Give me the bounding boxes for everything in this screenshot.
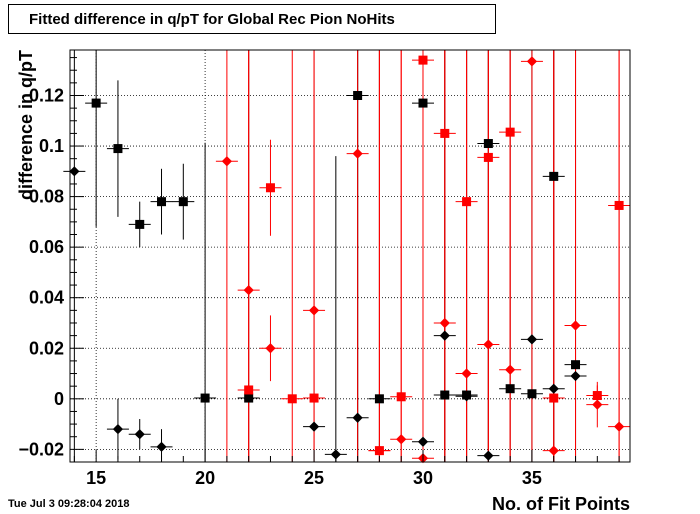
y-tick-label: 0.12	[29, 85, 64, 105]
data-point-diamond	[134, 429, 145, 440]
data-point-square	[614, 200, 624, 210]
data-point-diamond	[570, 320, 581, 331]
timestamp: Tue Jul 3 09:28:04 2018	[8, 498, 130, 510]
data-point-square	[592, 391, 602, 401]
data-point-square	[418, 98, 428, 108]
data-point-square	[244, 393, 254, 403]
data-point-diamond	[112, 424, 124, 435]
y-tick-label: −0.02	[18, 439, 64, 459]
marker-layer	[69, 55, 625, 464]
data-point-diamond	[439, 330, 450, 341]
data-point-square	[549, 393, 559, 403]
data-point-square	[309, 393, 319, 403]
data-point-diamond	[439, 317, 450, 329]
y-axis-label: difference in q/pT	[16, 50, 36, 200]
data-point-square	[157, 197, 167, 207]
data-point-square	[483, 139, 493, 149]
data-point-square	[483, 152, 493, 162]
y-tick-label: 0.08	[29, 187, 64, 207]
data-point-square	[178, 197, 188, 207]
data-point-diamond	[330, 449, 341, 460]
plot-frame	[69, 49, 631, 463]
data-point-square	[244, 385, 254, 395]
data-point-square	[505, 384, 515, 394]
data-point-square	[462, 197, 472, 207]
data-point-diamond	[308, 305, 320, 316]
data-point-diamond	[156, 441, 167, 452]
data-point-diamond	[308, 421, 320, 432]
data-point-diamond	[483, 339, 494, 350]
data-point-square	[265, 183, 275, 193]
data-point-diamond	[352, 148, 363, 159]
data-point-diamond	[592, 399, 603, 410]
y-tick-label: 0.1	[39, 136, 64, 156]
chart-title: Fitted difference in q/pT for Global Rec…	[29, 11, 395, 28]
error-bar-layer	[63, 50, 631, 462]
data-point-square	[135, 219, 145, 229]
data-point-diamond	[352, 412, 363, 423]
y-tick-label: 0.02	[29, 338, 64, 358]
data-point-diamond	[243, 285, 254, 296]
data-point-square	[374, 394, 384, 404]
data-point-square	[396, 392, 406, 402]
data-point-diamond	[221, 156, 232, 167]
x-tick-label: 20	[195, 468, 215, 488]
data-point-diamond	[526, 56, 538, 67]
data-point-square	[287, 394, 297, 404]
data-point-square	[440, 390, 450, 400]
data-point-diamond	[461, 368, 472, 379]
data-point-diamond	[505, 364, 516, 375]
data-point-diamond	[570, 370, 581, 382]
x-tick-label: 35	[522, 468, 542, 488]
y-tick-label: 0.04	[29, 288, 64, 308]
data-point-diamond	[614, 421, 625, 432]
data-point-square	[418, 55, 428, 65]
data-point-diamond	[265, 343, 276, 354]
chart-title-box: Fitted difference in q/pT for Global Rec…	[8, 4, 496, 34]
data-point-square	[353, 90, 363, 100]
data-point-diamond	[374, 445, 385, 456]
data-point-diamond	[483, 450, 494, 461]
x-tick-label: 25	[304, 468, 324, 488]
data-point-square	[113, 144, 123, 154]
data-point-square	[440, 128, 450, 138]
data-point-diamond	[548, 445, 559, 456]
data-point-square	[571, 360, 581, 370]
data-point-square	[91, 98, 101, 108]
data-point-square	[549, 171, 559, 181]
data-point-square	[527, 389, 537, 399]
data-point-square	[505, 127, 515, 137]
y-tick-label: 0	[54, 389, 64, 409]
grid-layer	[70, 50, 630, 462]
x-axis-label: No. of Fit Points	[492, 494, 630, 514]
data-point-diamond	[548, 383, 559, 394]
data-point-diamond	[461, 391, 472, 402]
data-point-diamond	[417, 436, 429, 447]
data-point-diamond	[396, 434, 407, 445]
x-tick-label: 15	[86, 468, 106, 488]
data-point-square	[200, 393, 210, 403]
x-tick-label: 30	[413, 468, 433, 488]
tick-layer: 15 20 25 30 35 −0.02 0 0.02 0.04 0.06 0.08 0.1 0.12	[18, 57, 620, 488]
y-tick-label: 0.06	[29, 237, 64, 257]
data-point-diamond	[526, 334, 538, 345]
